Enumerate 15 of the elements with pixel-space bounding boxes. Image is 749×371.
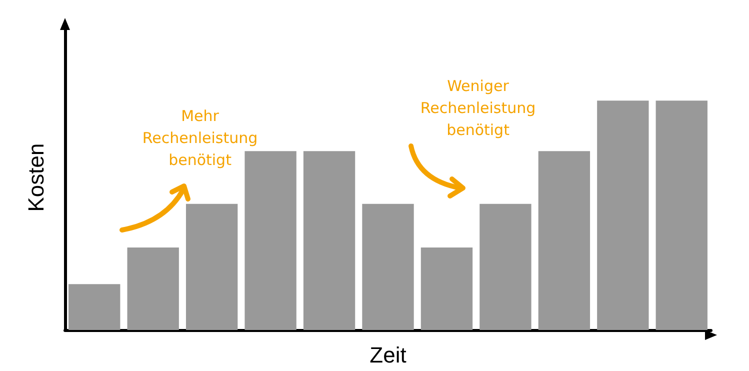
bar <box>362 204 414 330</box>
bar <box>480 204 532 330</box>
bar <box>186 204 238 330</box>
bar <box>68 284 120 330</box>
annotation: Weniger Rechenleistung benötigt <box>420 77 536 139</box>
y-axis-title: Kosten <box>24 143 48 212</box>
annotation: Mehr Rechenleistung benötigt <box>142 107 258 169</box>
bar <box>127 247 179 330</box>
bar <box>303 151 356 330</box>
bar <box>597 100 649 330</box>
bar <box>420 247 473 330</box>
bar <box>538 151 590 330</box>
bar <box>244 151 296 330</box>
bar <box>656 100 708 330</box>
x-axis-title: Zeit <box>370 342 406 368</box>
